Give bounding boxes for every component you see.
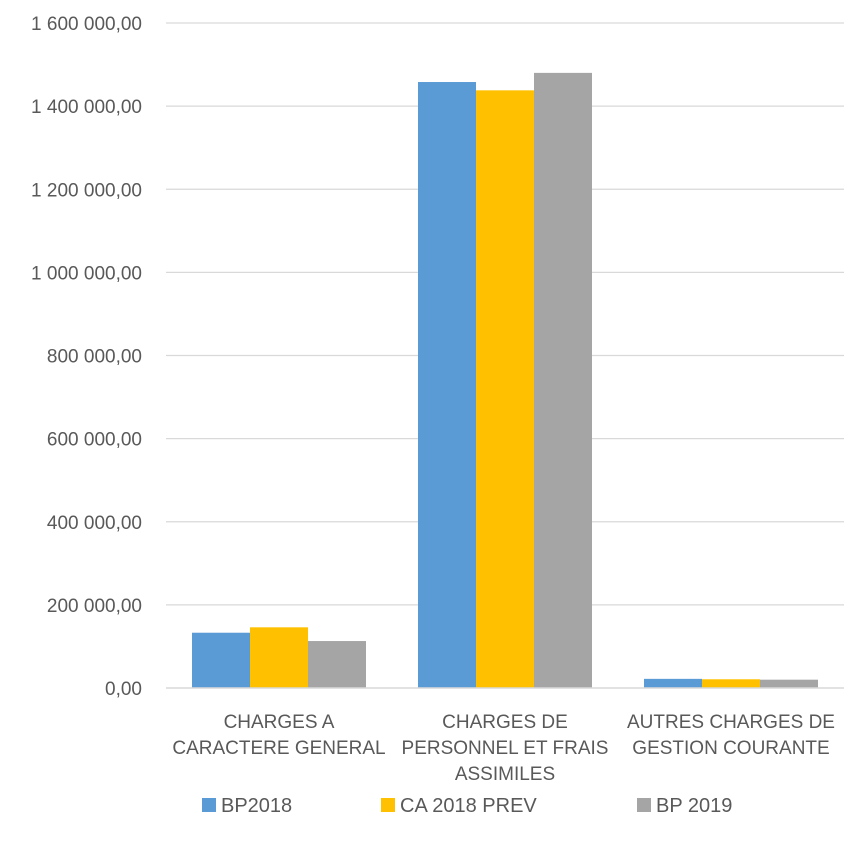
category-label: AUTRES CHARGES DE: [627, 712, 835, 733]
category-label: CHARGES DE: [442, 712, 568, 733]
category-label: CHARGES A: [224, 712, 335, 733]
legend-label: BP2018: [221, 795, 292, 817]
bar-ca-2018-prev: [476, 90, 534, 689]
y-axis-tick-labels: 0,00 200 000,00 400 000,00 600 000,00 800 00…: [31, 14, 142, 700]
category-label: ASSIMILES: [455, 764, 555, 785]
category-label: GESTION COURANTE: [632, 738, 829, 759]
bar-bp2018: [644, 678, 702, 688]
legend-label: CA 2018 PREV: [400, 795, 537, 817]
y-tick-label: 0,00: [105, 679, 142, 700]
legend-swatch: [202, 798, 216, 812]
category-label: CARACTERE GENERAL: [172, 738, 385, 759]
y-tick-label: 1 000 000,00: [31, 263, 142, 284]
legend: BP2018 CA 2018 PREV BP 2019: [202, 795, 732, 817]
y-tick-label: 1 600 000,00: [31, 14, 142, 35]
y-tick-label: 1 200 000,00: [31, 180, 142, 201]
bars: [192, 72, 818, 689]
y-tick-label: 200 000,00: [47, 596, 142, 617]
bar-bp-2019: [308, 641, 366, 688]
y-tick-label: 1 400 000,00: [31, 97, 142, 118]
category-labels: CHARGES A CARACTERE GENERAL CHARGES DE PERS…: [172, 712, 835, 785]
bar-ca-2018-prev: [250, 627, 308, 688]
y-tick-label: 600 000,00: [47, 430, 142, 451]
legend-swatch: [637, 798, 651, 812]
y-tick-label: 400 000,00: [47, 513, 142, 534]
legend-item: BP2018: [202, 795, 292, 817]
bar-ca-2018-prev: [702, 679, 760, 688]
legend-swatch: [381, 798, 395, 812]
bar-bp2018: [192, 632, 250, 688]
legend-item: BP 2019: [637, 795, 732, 817]
legend-item: CA 2018 PREV: [381, 795, 537, 817]
legend-label: BP 2019: [656, 795, 732, 817]
y-tick-label: 800 000,00: [47, 347, 142, 368]
bar-bp-2019: [534, 72, 592, 688]
category-label: PERSONNEL ET FRAIS: [402, 738, 609, 759]
bar-bp2018: [418, 82, 476, 689]
bar-bp-2019: [760, 679, 818, 688]
